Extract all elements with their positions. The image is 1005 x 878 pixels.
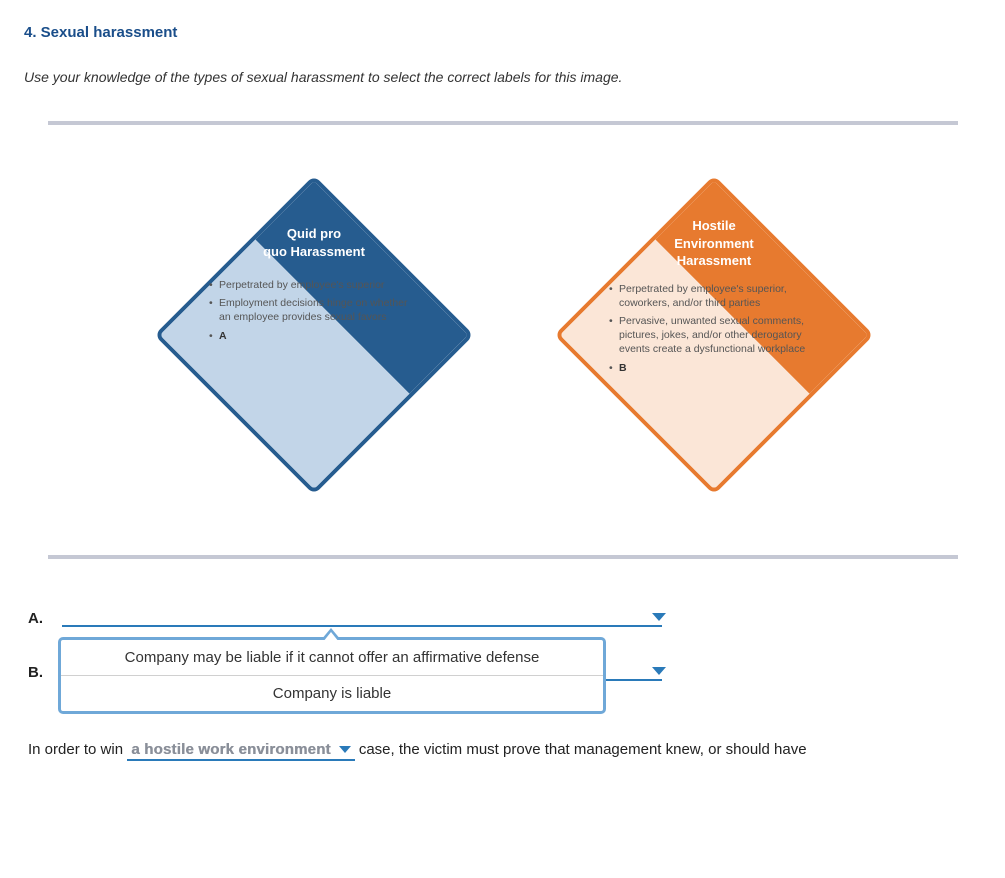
sentence-suffix: case, the victim must prove that managem… bbox=[359, 741, 807, 758]
diagram-area: Quid pro quo Harassment •Perpetrated by … bbox=[24, 125, 984, 555]
caret-down-icon bbox=[652, 667, 666, 675]
answer-b-label: B. bbox=[28, 664, 62, 681]
diamond-right-bullets: •Perpetrated by employee's superior, cow… bbox=[609, 282, 819, 379]
caret-down-icon bbox=[652, 613, 666, 621]
dropdown-popup: Company may be liable if it cannot offer… bbox=[58, 637, 606, 714]
inline-dropdown[interactable]: a hostile work environment bbox=[127, 741, 354, 761]
diamond-right-title: Hostile Environment Harassment bbox=[634, 217, 794, 270]
diamond-left-title: Quid pro quo Harassment bbox=[234, 225, 394, 260]
diamond-left-bullets: •Perpetrated by employee's superior •Emp… bbox=[209, 278, 419, 347]
diamond-hostile-environment: Hostile Environment Harassment •Perpetra… bbox=[554, 175, 874, 495]
caret-down-icon bbox=[339, 746, 351, 753]
dropdown-option-affirmative-defense[interactable]: Company may be liable if it cannot offer… bbox=[61, 640, 603, 675]
answer-row-a: A. bbox=[28, 599, 981, 627]
section-heading: 4. Sexual harassment bbox=[24, 24, 981, 41]
answer-a-dropdown[interactable] bbox=[62, 605, 662, 627]
bottom-rule bbox=[48, 555, 958, 559]
answers-section: A. Company may be liable if it cannot of… bbox=[24, 599, 981, 761]
diamond-quid-pro-quo: Quid pro quo Harassment •Perpetrated by … bbox=[154, 175, 474, 495]
fill-in-sentence: In order to win a hostile work environme… bbox=[28, 741, 981, 761]
inline-dropdown-value: a hostile work environment bbox=[131, 741, 330, 758]
instructions-text: Use your knowledge of the types of sexua… bbox=[24, 69, 981, 85]
answer-a-label: A. bbox=[28, 610, 62, 627]
dropdown-option-company-liable[interactable]: Company is liable bbox=[61, 675, 603, 711]
sentence-prefix: In order to win bbox=[28, 741, 127, 758]
